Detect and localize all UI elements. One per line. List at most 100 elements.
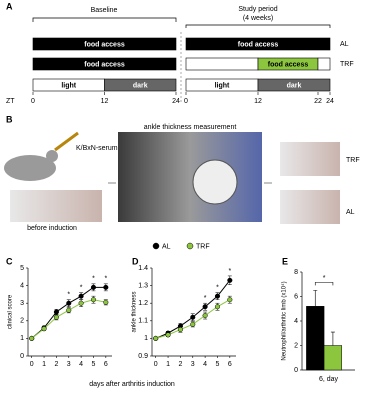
data-point — [78, 293, 84, 299]
panel-label: E — [282, 256, 288, 266]
baseline-label: Baseline — [91, 7, 118, 14]
y-tick-label: 0 — [20, 353, 24, 360]
data-point — [190, 314, 196, 320]
photo-label: AL — [346, 209, 355, 216]
timeline-segment — [185, 37, 331, 51]
study-label: Study period — [238, 6, 277, 13]
y-tick-label: 4 — [294, 318, 298, 325]
legend-label: TRF — [196, 243, 210, 250]
data-point — [90, 284, 97, 290]
x-tick-label: 2 — [54, 361, 58, 368]
data-point — [41, 326, 47, 332]
timeline-segment — [104, 78, 177, 92]
study-label: (4 weeks) — [243, 15, 273, 22]
data-point — [202, 312, 208, 319]
data-point — [214, 304, 221, 310]
timeline-segment — [32, 57, 177, 71]
mouse — [46, 150, 58, 162]
y-tick-label: 0 — [294, 367, 298, 374]
row-label: AL — [340, 41, 349, 48]
caption: before induction — [27, 225, 77, 232]
gauge — [192, 159, 238, 205]
timeline-segment — [185, 57, 259, 71]
data-point — [214, 293, 221, 299]
y-axis-label: ankle thickness — [132, 291, 138, 332]
mouse — [4, 155, 56, 181]
x-tick-label: 6 — [104, 361, 108, 368]
syringe — [54, 131, 79, 152]
x-axis-label: days after arthritis induction — [89, 381, 175, 388]
legend-marker — [186, 242, 194, 250]
x-tick-label: 4 — [79, 361, 83, 368]
y-tick-label: 4 — [20, 282, 24, 289]
bar — [306, 306, 325, 371]
zt-tick-label: 12 — [254, 98, 262, 105]
data-point — [66, 307, 72, 313]
y-tick-label: 1.1 — [138, 318, 148, 325]
row-label: TRF — [340, 61, 354, 68]
legend-marker — [152, 242, 160, 250]
data-point — [90, 297, 97, 303]
injection: K/BxN-serum — [76, 145, 118, 152]
y-axis-label: clinical score — [8, 294, 14, 329]
x-tick-label: 5 — [216, 361, 220, 368]
significance: * — [92, 276, 95, 283]
error-bar — [313, 290, 318, 307]
significance: * — [67, 292, 70, 299]
y-tick-label: 2 — [294, 342, 298, 349]
data-point — [103, 299, 109, 305]
significance: * — [216, 284, 219, 291]
y-tick-label: 3 — [20, 300, 24, 307]
x-tick-label: 4 — [203, 361, 207, 368]
data-point — [53, 314, 59, 320]
zt-label: ZT — [6, 98, 15, 105]
data-point — [78, 300, 84, 306]
legend-label: AL — [162, 243, 171, 250]
photo — [10, 190, 102, 222]
zt-tick-label: 0 — [184, 98, 188, 105]
data-point — [153, 335, 159, 341]
y-tick-label: 1 — [20, 335, 24, 342]
y-tick-label: 1.4 — [138, 265, 148, 272]
photo — [118, 132, 262, 222]
segment-label: food access — [84, 41, 125, 48]
panel-label: C — [6, 256, 13, 266]
panel-label: B — [6, 114, 13, 124]
data-point — [66, 300, 72, 306]
data-point — [227, 297, 233, 303]
data-point — [103, 284, 109, 290]
caption: ankle thickness measurement — [144, 124, 237, 131]
x-tick-label: 2 — [178, 361, 182, 368]
x-tick-label: 5 — [92, 361, 96, 368]
timeline-segment — [32, 37, 177, 51]
timeline-segment — [317, 57, 331, 71]
y-axis-label: Neutrophil/arthritic limb (x10⁴) — [281, 281, 288, 360]
timeline-segment — [257, 78, 331, 92]
y-tick-label: 2 — [20, 318, 24, 325]
x-tick-label: 3 — [191, 361, 195, 368]
significance: * — [104, 276, 107, 283]
segment-label: light — [61, 82, 76, 89]
panel-label: A — [6, 1, 13, 11]
data-point — [190, 321, 196, 327]
bracket — [32, 17, 177, 22]
segment-label: dark — [287, 82, 302, 89]
significance: * — [323, 275, 326, 282]
x-tick-label: 1 — [166, 361, 170, 368]
data-point — [202, 304, 208, 310]
segment-label: dark — [133, 82, 148, 89]
bar — [323, 345, 343, 371]
x-tick-label: 0 — [30, 361, 34, 368]
x-tick-label: 3 — [67, 361, 71, 368]
data-point — [165, 332, 171, 338]
photo-label: TRF — [346, 157, 360, 164]
y-tick-label: 1 — [144, 335, 148, 342]
segment-label: food access — [268, 61, 309, 68]
data-point — [53, 309, 59, 315]
y-tick-label: 0.9 — [138, 353, 148, 360]
data-point — [227, 277, 233, 283]
y-tick-label: 1.3 — [138, 282, 148, 289]
x-tick-label: 0 — [154, 361, 158, 368]
x-tick-label: 6, day — [319, 376, 339, 383]
